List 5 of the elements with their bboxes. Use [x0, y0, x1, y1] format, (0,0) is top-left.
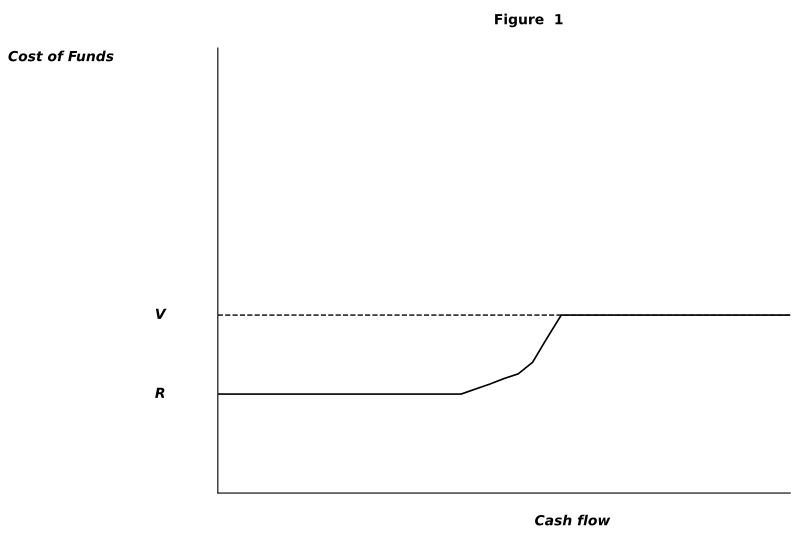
chart-title: Figure 1 [495, 14, 563, 28]
x-axis-title: Cash flow [535, 514, 610, 526]
ref-line-label: V [156, 308, 167, 319]
text: R [155, 388, 164, 398]
text: Cost of Funds [8, 50, 114, 62]
